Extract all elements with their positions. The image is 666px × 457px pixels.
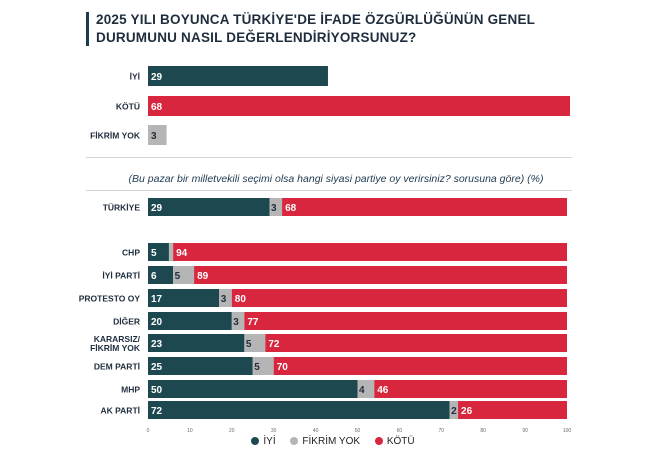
chart2-value-label-dem-parti-kotu: 70 [277,362,289,373]
chart2-value-label-i-yi-parti-iyi: 6 [151,271,157,282]
chart2-bar-i-yi-parti-i-yi [148,266,174,284]
chart2-bar-ak-parti-kötü [458,401,567,419]
chart2-bar-kararsiz-fi-kri-m-yok-fi-kri-m-yok [244,334,266,352]
legend-dot-iyi [251,437,260,445]
chart2-bar-i-yi-parti-kötü [194,266,567,284]
chart2-bar-türki-ye-kötü [282,198,567,216]
chart2-value-label-türki-ye-kotu: 68 [285,203,297,214]
legend-item-iyi: İYİ [251,436,276,447]
legend-label-iyi: İYİ [263,436,276,447]
chart2-bar-dem-parti-i-yi [148,357,253,375]
chart1-bar-kötü [148,96,570,116]
chart2-category-label-protesto-oy: PROTESTO OY [79,294,141,304]
chart2-bar-ak-parti-i-yi [148,401,450,419]
chart2-category-label-chp: CHP [122,248,140,258]
chart2-value-label-kararsiz-fi-kri-m-yok-fikrim-yok: 5 [246,339,252,350]
chart2-bar-chp-i-yi [148,243,169,261]
legend-dot-kotu [374,437,383,445]
divider-top [86,157,572,158]
chart2-bar-di-ğer-kötü [244,312,567,330]
chart2-bar-türki-ye-fi-kri-m-yok [269,198,283,216]
chart2-value-label-türki-ye-fikrim-yok: 3 [271,203,277,214]
legend-label-fikrim-yok: FİKRİM YOK [302,436,361,447]
legend-item-fikrim-yok: FİKRİM YOK [290,436,360,447]
chart1-bar-i-yi [148,66,328,86]
chart2-bar-mhp-kötü [374,380,567,398]
chart2-bar-kararsiz-fi-kri-m-yok-kötü [265,334,567,352]
chart2-x-tick-label-40: 40 [313,428,319,434]
legend-label-kotu: KÖTÜ [386,436,415,447]
chart2-value-label-chp-kotu: 94 [176,248,188,259]
chart2-bar-di-ğer-i-yi [148,312,232,330]
chart-title: 2025 YILI BOYUNCA TÜRKİYE'DE İFADE ÖZGÜR… [96,12,535,45]
chart1-value-label-i-yi: 29 [151,72,163,83]
chart2-x-tick-label-0: 0 [147,428,150,434]
chart2-bar-di-ğer-fi-kri-m-yok [231,312,245,330]
chart2-bar-protesto-oy-kötü [231,289,568,307]
chart2-value-label-protesto-oy-kotu: 80 [235,294,247,305]
chart2-value-label-di-ğer-kotu: 77 [247,317,259,328]
chart2-x-tick-label-90: 90 [522,428,528,434]
chart2-category-label-i-yi-parti: İYİ PARTİ [102,271,140,281]
chart2-bar-dem-parti-kötü [273,357,567,375]
chart2-bar-protesto-oy-i-yi [148,289,220,307]
chart2-category-label-türki-ye: TÜRKİYE [103,203,141,213]
chart2-value-label-i-yi-parti-kotu: 89 [197,271,209,282]
chart2-value-label-dem-parti-iyi: 25 [151,362,163,373]
chart2-value-label-dem-parti-fikrim-yok: 5 [254,362,260,373]
chart2-value-label-mhp-iyi: 50 [151,385,163,396]
chart2-value-label-türki-ye-iyi: 29 [151,203,163,214]
chart2-bar-dem-parti-fi-kri-m-yok [252,357,274,375]
chart2-value-label-protesto-oy-fikrim-yok: 3 [221,294,227,305]
chart2-category-label-ak-parti: AK PARTİ [100,406,140,416]
chart2-x-tick-label-30: 30 [271,428,277,434]
divider-middle [86,190,572,191]
chart2-bar-chp-kötü [173,243,567,261]
chart2-bar-kararsiz-fi-kri-m-yok-i-yi [148,334,245,352]
chart2-value-label-kararsiz-fi-kri-m-yok-kotu: 72 [268,339,280,350]
title-accent-bar [86,12,89,46]
chart2-bar-chp-fi-kri-m-yok [168,243,174,261]
legend-item-kotu: KÖTÜ [374,436,415,447]
chart2-x-tick-label-60: 60 [397,428,403,434]
chart2-category-label-mhp: MHP [121,385,140,395]
chart2-bar-protesto-oy-fi-kri-m-yok [219,289,232,307]
chart2-value-label-ak-parti-iyi: 72 [151,406,163,417]
chart1-bar-fi-kri-m-yok [148,125,167,145]
chart-subtitle: (Bu pazar bir milletvekili seçimi olsa h… [128,173,544,185]
chart2-x-tick-label-80: 80 [480,428,486,434]
chart2-category-label-kararsiz-fi-kri-m-yok-line2: FİKRİM YOK [90,343,141,353]
chart2-category-label-di-ğer: DİĞER [113,316,140,327]
chart2-bar-mhp-i-yi [148,380,358,398]
chart2-value-label-i-yi-parti-fikrim-yok: 5 [175,271,181,282]
chart2-x-tick-label-100: 100 [563,428,572,434]
chart2-category-label-dem-parti: DEM PARTİ [94,362,140,372]
chart2-bar-mhp-fi-kri-m-yok [357,380,375,398]
chart1-value-label-kötü: 68 [151,102,163,113]
chart2-value-label-di-ğer-iyi: 20 [151,317,163,328]
chart2-x-tick-label-70: 70 [439,428,445,434]
chart1-category-label-kötü: KÖTÜ [116,102,140,112]
legend-dot-fikrim-yok [290,437,299,445]
chart2-x-tick-label-50: 50 [355,428,361,434]
chart2-bar-türki-ye-i-yi [148,198,270,216]
chart1-category-label-i-yi: İYİ [130,72,140,82]
chart2-value-label-ak-parti-kotu: 26 [461,406,473,417]
chart2-value-label-kararsiz-fi-kri-m-yok-iyi: 23 [151,339,163,350]
chart2-value-label-protesto-oy-iyi: 17 [151,294,163,305]
chart2-x-tick-label-10: 10 [187,428,193,434]
chart2-value-label-mhp-fikrim-yok: 4 [359,385,365,396]
chart2-x-tick-label-20: 20 [229,428,235,434]
chart1-category-label-fi-kri-m-yok: FİKRİM YOK [90,131,141,141]
chart2-category-label-kararsiz-fi-kri-m-yok-line1: KARARSIZ/ [94,334,141,344]
chart2-value-label-mhp-kotu: 46 [377,385,389,396]
chart2-value-label-chp-iyi: 5 [151,248,157,259]
chart1-value-label-fi-kri-m-yok: 3 [151,131,157,142]
chart2-value-label-ak-parti-fikrim-yok: 2 [451,406,457,417]
chart-legend: İYİ FİKRİM YOK KÖTÜ [0,436,666,447]
chart2-value-label-di-ğer-fikrim-yok: 3 [233,317,239,328]
chart2-bar-i-yi-parti-fi-kri-m-yok [173,266,195,284]
chart2-bar-ak-parti-fi-kri-m-yok [449,401,459,419]
